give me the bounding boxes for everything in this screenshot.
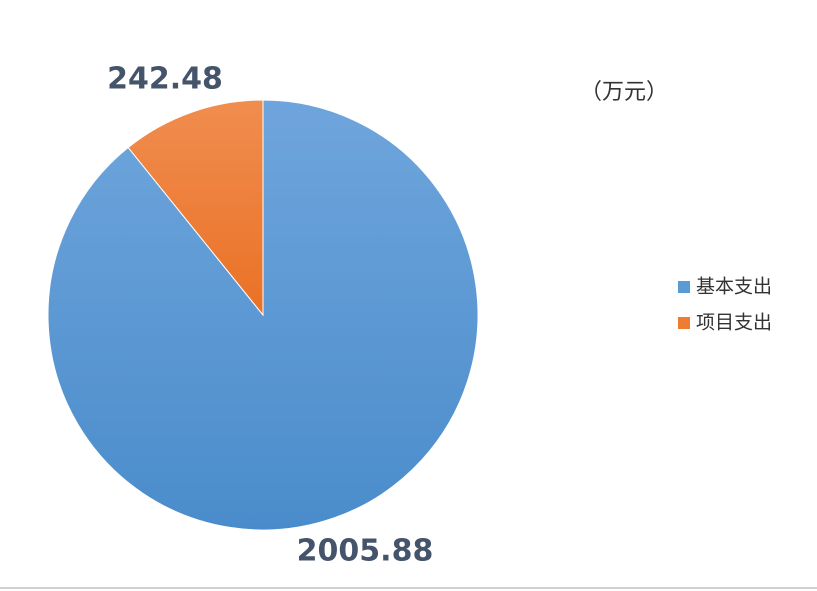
data-label: 242.48 [107, 62, 223, 97]
unit-label: （万元） [580, 80, 668, 105]
legend-label: 项目支出 [696, 312, 772, 334]
pie-slice [127, 99, 264, 317]
data-label: 2005.88 [297, 534, 434, 569]
pie-slice [47, 99, 479, 531]
legend-label: 基本支出 [696, 276, 772, 298]
legend-swatch [678, 281, 690, 293]
legend-swatch [678, 317, 690, 329]
